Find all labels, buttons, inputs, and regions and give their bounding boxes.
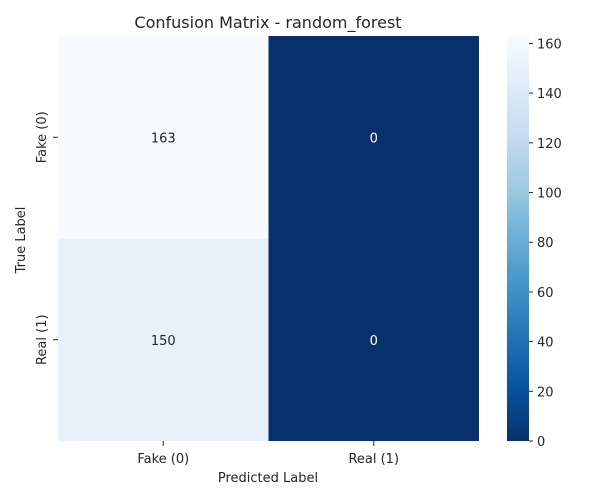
colorbar-tick-label: 0 [537,435,545,450]
colorbar-tick-label: 100 [537,187,562,202]
chart-title: Confusion Matrix - random_forest [134,13,401,33]
cell-value-label: 163 [151,131,176,146]
colorbar-tick-label: 20 [537,385,554,400]
y-tick-label: Fake (0) [35,111,50,163]
heatmap-axes: Fake (0) Real (1) Fake (0) Real (1) [35,111,399,467]
colorbar-tick-label: 80 [537,236,554,251]
y-axis-label: True Label [14,207,29,275]
colorbar-tick-label: 60 [537,286,554,301]
x-axis-label: Predicted Label [218,471,318,486]
colorbar-tick-label: 140 [537,87,562,102]
cell-value-label: 0 [370,334,378,349]
heatmap-cell [268,36,479,239]
y-tick-label: Real (1) [35,314,50,365]
heatmap-cell [268,238,479,441]
colorbar-tick-label: 40 [537,336,554,351]
heatmap-cells: 163 0 150 0 [58,36,479,441]
heatmap-cell [58,238,269,441]
colorbar-tick-label: 120 [537,137,562,152]
colorbar [507,36,529,441]
heatmap-cell [58,36,269,239]
colorbar-ticks: 0 20 40 60 80 100 120 140 160 [529,37,562,450]
cell-value-label: 150 [151,334,176,349]
colorbar-tick-label: 160 [537,37,562,52]
cell-value-label: 0 [370,131,378,146]
x-tick-label: Real (1) [348,452,399,467]
x-tick-label: Fake (0) [137,452,189,467]
